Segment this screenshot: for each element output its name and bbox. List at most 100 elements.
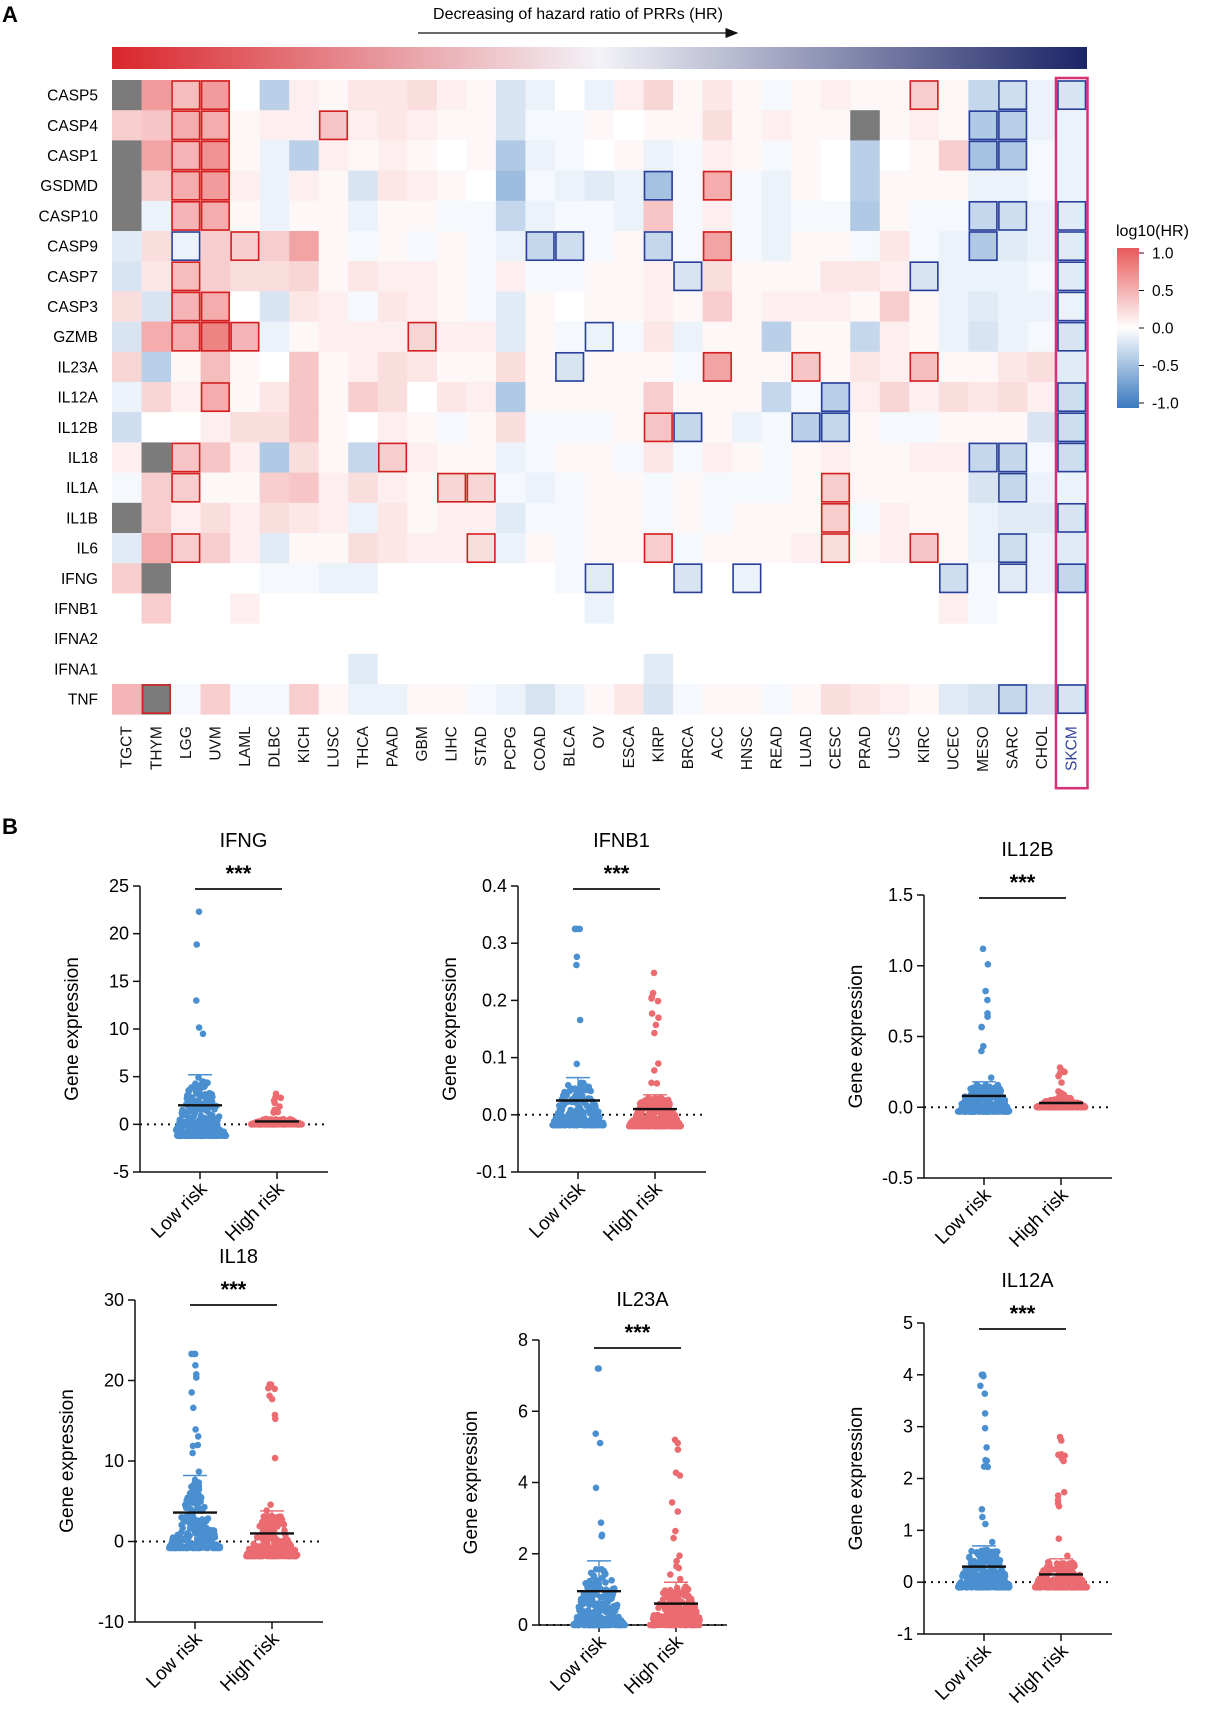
heatmap-cell <box>702 412 733 443</box>
data-point <box>570 1621 578 1629</box>
significant-high-box <box>230 231 260 262</box>
data-point <box>633 1113 640 1120</box>
heatmap-cell <box>436 502 467 534</box>
data-point <box>205 1125 212 1132</box>
heatmap-cell <box>909 170 940 202</box>
data-point <box>264 1536 272 1543</box>
heatmap-cell <box>850 623 881 655</box>
data-point <box>1058 1079 1065 1086</box>
data-point <box>970 1557 978 1565</box>
legend-tick-label: 1.0 <box>1152 246 1174 263</box>
heatmap-cell <box>732 623 763 655</box>
significant-low-box <box>1057 80 1087 111</box>
significant-high-box <box>230 321 260 352</box>
heatmap-cell <box>436 382 467 413</box>
data-point <box>686 1597 693 1604</box>
heatmap-cell <box>938 140 969 171</box>
heatmap-cell <box>407 170 438 202</box>
heatmap-cell <box>466 110 497 141</box>
heatmap-cell <box>879 684 910 715</box>
data-point <box>214 1124 222 1132</box>
heatmap-cell <box>436 412 467 443</box>
heatmap-cell <box>702 261 733 292</box>
data-point <box>967 1107 974 1115</box>
significant-high-box <box>200 110 230 141</box>
data-point <box>179 1524 186 1532</box>
heatmap-cell <box>436 110 467 141</box>
heatmap-cell <box>702 684 733 715</box>
significant-low-box <box>1057 201 1087 231</box>
x-category-label: Low risk <box>546 1631 610 1695</box>
heatmap-cell <box>259 80 290 111</box>
data-point-max <box>671 1436 679 1444</box>
data-point <box>575 1603 583 1611</box>
heatmap-cell <box>466 623 497 655</box>
heatmap-column-label: UVM <box>207 726 224 760</box>
heatmap-cell <box>407 200 438 232</box>
heatmap-cell <box>112 321 142 353</box>
heatmap-cell <box>495 170 526 202</box>
significant-high-box <box>171 533 201 564</box>
data-point <box>267 1501 274 1508</box>
heatmap-cell <box>318 170 349 202</box>
heatmap-cell <box>614 170 644 202</box>
data-point <box>1067 1568 1075 1575</box>
data-point <box>561 1121 568 1129</box>
heatmap-cell <box>1056 502 1087 534</box>
data-point <box>675 1604 682 1611</box>
heatmap-cell <box>820 653 851 685</box>
significant-high-box <box>200 201 230 231</box>
significant-low-box <box>643 231 673 262</box>
data-point <box>200 1083 208 1091</box>
data-point <box>192 1362 199 1369</box>
heatmap-cell <box>348 140 379 171</box>
heatmap-cell <box>1056 321 1087 353</box>
data-point <box>272 1415 279 1423</box>
heatmap-cell <box>348 261 379 292</box>
significant-high-box <box>437 472 467 503</box>
significant-high-box <box>318 110 349 141</box>
heatmap-row-label: IL12A <box>57 390 98 407</box>
heatmap-cell <box>791 412 822 443</box>
heatmap-cell <box>348 563 379 594</box>
data-point-max <box>594 1365 602 1372</box>
heatmap-cell <box>525 623 556 655</box>
heatmap-cell <box>495 231 526 262</box>
heatmap-cell <box>289 623 320 655</box>
heatmap-cell <box>732 472 763 504</box>
heatmap-cell <box>1027 291 1058 322</box>
heatmap-cell <box>850 291 881 322</box>
heatmap-cell <box>909 684 940 715</box>
heatmap-cell <box>643 472 674 504</box>
heatmap-cell <box>909 140 940 171</box>
data-point <box>1045 1559 1053 1567</box>
x-category-label: High risk <box>1005 1640 1072 1707</box>
heatmap-cell <box>318 382 349 413</box>
heatmap-cell <box>997 472 1028 504</box>
heatmap-cell <box>525 472 556 504</box>
heatmap-cell <box>732 593 763 624</box>
heatmap-cell <box>289 261 320 292</box>
data-point <box>966 1101 973 1108</box>
heatmap-cell <box>348 502 379 534</box>
heatmap-cell <box>200 563 231 594</box>
data-point <box>194 1441 202 1449</box>
heatmap-cell <box>377 351 408 383</box>
y-tick-label: 0 <box>119 1114 129 1134</box>
heatmap-cell <box>318 140 349 171</box>
heatmap-cell <box>879 623 910 655</box>
heatmap-cell <box>318 351 349 383</box>
heatmap-cell <box>791 110 822 141</box>
heatmap-cell <box>732 442 763 473</box>
data-point <box>189 1442 197 1450</box>
heatmap-cell <box>997 80 1028 111</box>
heatmap-cell <box>997 261 1028 292</box>
heatmap <box>112 80 1087 715</box>
data-point <box>662 1101 669 1109</box>
data-point <box>995 1569 1003 1576</box>
heatmap-cell <box>348 200 379 232</box>
x-category-label: High risk <box>216 1628 283 1695</box>
significant-high-box <box>171 140 201 171</box>
heatmap-column-label: LGG <box>178 726 195 759</box>
data-point <box>676 1472 684 1479</box>
